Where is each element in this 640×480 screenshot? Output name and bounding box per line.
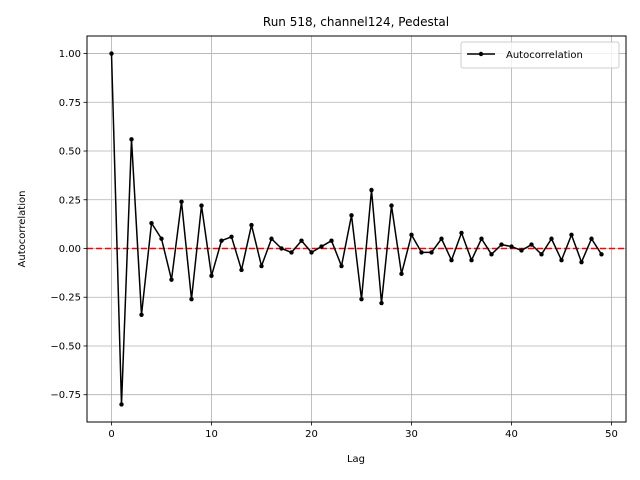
x-tick-label: 20 bbox=[305, 429, 318, 440]
legend-label: Autocorrelation bbox=[506, 50, 583, 61]
data-point bbox=[339, 263, 344, 269]
data-point bbox=[429, 250, 434, 255]
plot-area-frame bbox=[86, 35, 627, 423]
data-point bbox=[109, 51, 114, 56]
x-axis-ticks: 0 10 20 30 40 50 bbox=[108, 422, 618, 440]
data-point bbox=[499, 242, 504, 247]
data-point bbox=[479, 236, 484, 241]
y-tick-label: −0.75 bbox=[50, 390, 81, 401]
data-point bbox=[169, 277, 174, 282]
data-point bbox=[189, 296, 194, 302]
x-tick-label: 40 bbox=[505, 429, 518, 440]
data-point bbox=[379, 300, 384, 306]
data-point bbox=[389, 203, 394, 208]
data-point bbox=[409, 232, 414, 238]
data-point bbox=[399, 271, 404, 277]
data-point bbox=[439, 236, 444, 241]
data-point bbox=[239, 267, 244, 273]
x-axis-label: Lag bbox=[347, 454, 365, 465]
y-tick-label: 0.25 bbox=[59, 195, 81, 206]
data-point bbox=[299, 238, 304, 243]
data-point bbox=[559, 257, 564, 263]
legend-marker-sample bbox=[478, 51, 484, 57]
data-point bbox=[319, 244, 324, 249]
data-point bbox=[129, 137, 134, 142]
legend: Autocorrelation bbox=[460, 41, 620, 69]
data-point bbox=[219, 238, 224, 243]
data-point bbox=[469, 257, 474, 263]
data-point bbox=[199, 203, 204, 208]
x-tick-label: 50 bbox=[605, 429, 618, 440]
data-point bbox=[369, 187, 374, 193]
data-point bbox=[529, 242, 534, 247]
data-point bbox=[519, 248, 524, 253]
y-axis-ticks: −0.75 −0.50 −0.25 0.00 0.25 0.50 0.75 1.00 bbox=[50, 49, 87, 401]
data-point bbox=[119, 402, 124, 407]
data-point bbox=[259, 263, 264, 269]
y-tick-label: 0.00 bbox=[59, 244, 81, 255]
data-point bbox=[509, 244, 514, 249]
chart-title: Run 518, channel124, Pedestal bbox=[263, 15, 449, 29]
data-point bbox=[599, 252, 604, 257]
data-point bbox=[289, 250, 294, 255]
x-tick-label: 0 bbox=[108, 429, 114, 440]
data-point bbox=[539, 252, 544, 257]
data-point bbox=[569, 232, 574, 238]
x-tick-label: 10 bbox=[205, 429, 218, 440]
data-point bbox=[329, 238, 334, 243]
data-point bbox=[149, 220, 154, 226]
data-point bbox=[269, 236, 274, 241]
data-point bbox=[489, 252, 494, 257]
data-point bbox=[209, 273, 214, 278]
data-point bbox=[419, 250, 424, 255]
data-point bbox=[279, 246, 284, 251]
data-point bbox=[589, 236, 594, 241]
data-point bbox=[579, 259, 584, 265]
data-point bbox=[449, 257, 454, 263]
y-tick-label: 0.50 bbox=[59, 147, 81, 158]
y-tick-label: 0.75 bbox=[59, 98, 81, 109]
y-tick-label: −0.25 bbox=[50, 293, 81, 304]
y-axis-label: Autocorrelation bbox=[17, 191, 28, 268]
x-tick-label: 30 bbox=[405, 429, 418, 440]
data-point bbox=[159, 236, 164, 241]
data-point bbox=[229, 234, 234, 239]
data-point bbox=[549, 236, 554, 241]
data-point bbox=[179, 199, 184, 204]
y-tick-label: −0.50 bbox=[50, 341, 81, 352]
data-point bbox=[249, 222, 254, 228]
data-point bbox=[139, 312, 144, 317]
legend-box bbox=[460, 41, 620, 69]
series-group bbox=[109, 51, 604, 407]
data-point bbox=[459, 230, 464, 236]
data-point bbox=[359, 296, 364, 302]
data-point bbox=[349, 213, 354, 218]
data-point bbox=[309, 250, 314, 255]
y-tick-label: 1.00 bbox=[59, 49, 81, 60]
